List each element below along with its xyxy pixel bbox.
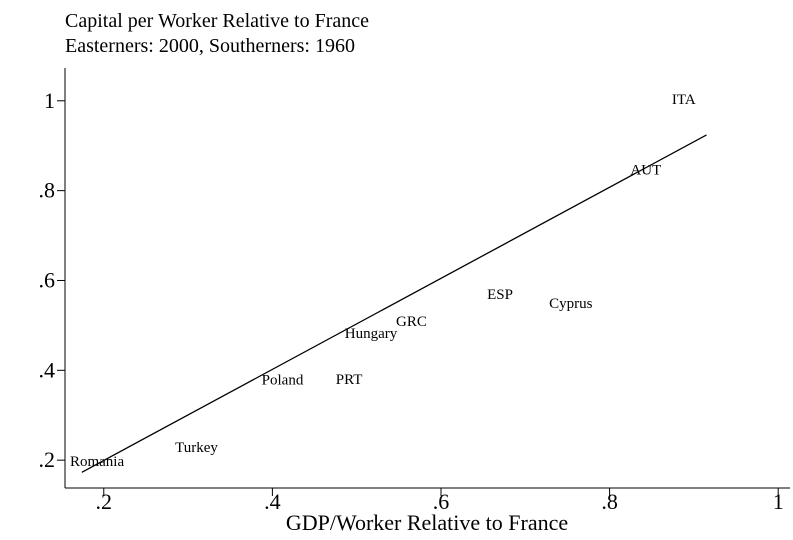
x-tick-label: .8 bbox=[601, 489, 618, 514]
point-label: PRT bbox=[336, 372, 363, 388]
y-tick-label: .6 bbox=[39, 267, 56, 292]
point-label: Turkey bbox=[175, 440, 218, 456]
y-tick-label: 1 bbox=[44, 88, 55, 113]
x-tick-label: .2 bbox=[96, 489, 113, 514]
point-label: ESP bbox=[487, 287, 513, 303]
point-label: GRC bbox=[396, 314, 427, 330]
x-tick-label: .6 bbox=[433, 489, 450, 514]
chart-subtitle: Easterners: 2000, Southerners: 1960 bbox=[65, 35, 355, 57]
x-axis-label: GDP/Worker Relative to France bbox=[286, 510, 568, 535]
point-label: Romania bbox=[70, 454, 124, 470]
x-tick-label: .4 bbox=[264, 489, 281, 514]
point-label: AUT bbox=[630, 163, 661, 179]
y-tick-label: .2 bbox=[39, 447, 56, 472]
y-tick-label: .4 bbox=[39, 357, 56, 382]
point-label: Poland bbox=[262, 373, 304, 389]
fit-line bbox=[81, 134, 707, 473]
point-label: ITA bbox=[672, 92, 696, 108]
point-label: Hungary bbox=[345, 326, 398, 342]
chart-title: Capital per Worker Relative to France bbox=[65, 10, 369, 32]
y-tick-label: .8 bbox=[39, 178, 56, 203]
x-tick-label: 1 bbox=[773, 489, 784, 514]
point-label: Cyprus bbox=[549, 296, 593, 312]
